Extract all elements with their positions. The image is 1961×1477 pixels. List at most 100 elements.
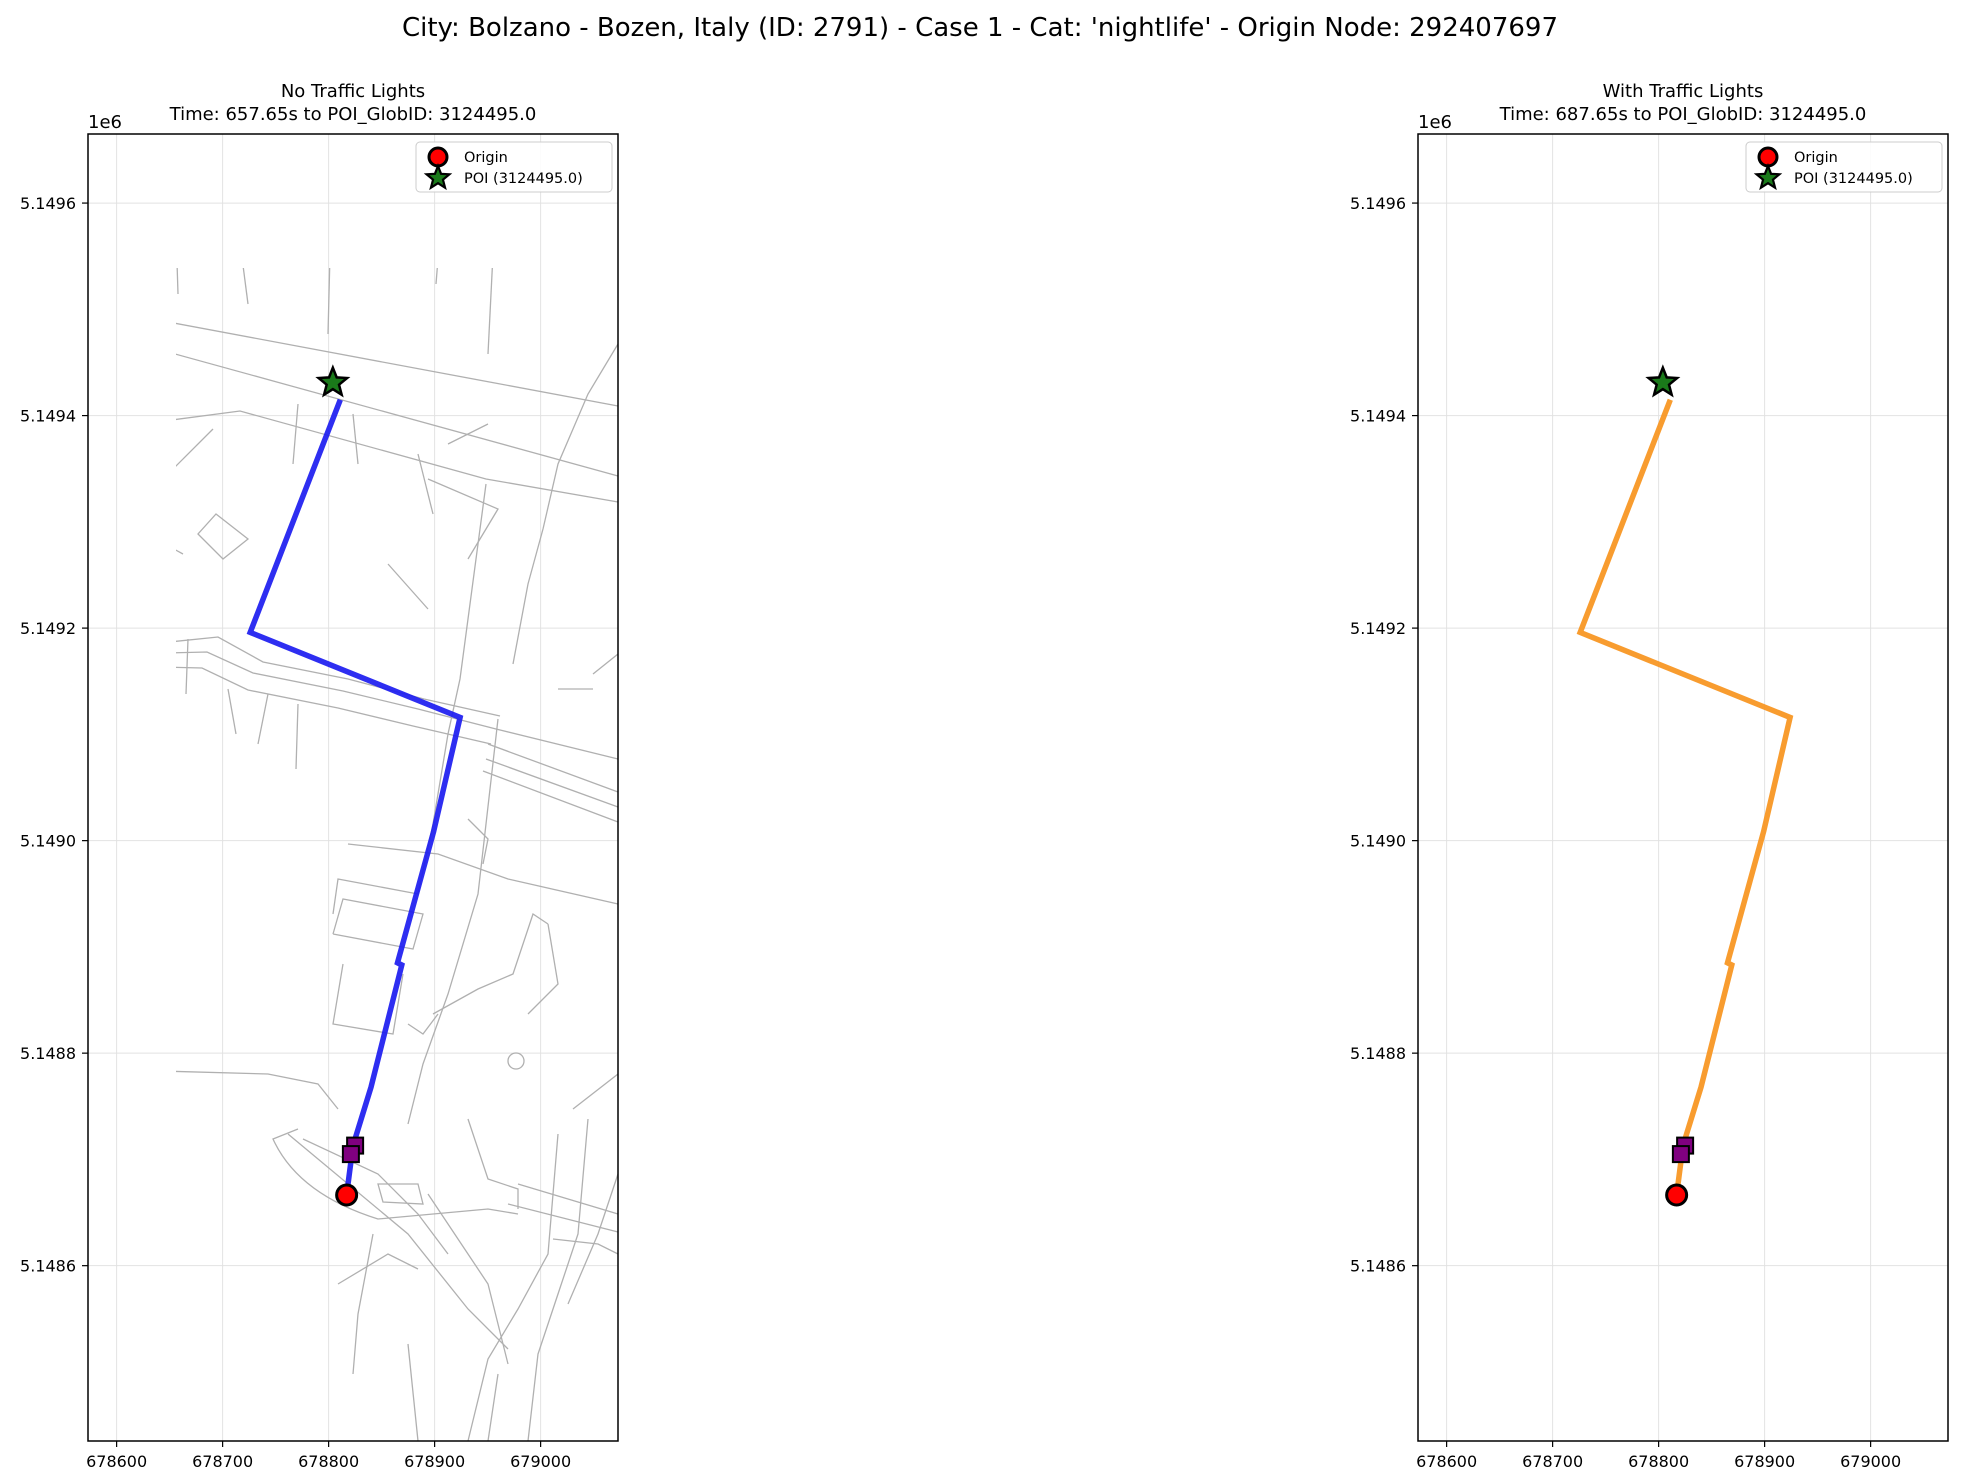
- right-y-tick-label: 5.1496: [1350, 194, 1406, 213]
- street-segment: [1418, 573, 1830, 716]
- street-segment: [176, 268, 179, 295]
- left-x-tick-label: 678600: [86, 1452, 147, 1471]
- street-segment: [227, 688, 237, 735]
- roundabout: [507, 1052, 525, 1070]
- left-x-tick-label: 678900: [404, 1452, 465, 1471]
- left-legend: Origin POI (3124495.0): [415, 141, 613, 193]
- right-subplot-title-line1: With Traffic Lights: [1603, 81, 1764, 102]
- street-segment: [387, 563, 429, 610]
- street-segment: [1858, 924, 1888, 1014]
- street-segment: [113, 134, 128, 344]
- right-x-tick-label: 678800: [1628, 1452, 1689, 1471]
- left-route-line: [246, 398, 464, 1196]
- street-segment: [1923, 654, 1948, 674]
- street-segment: [527, 923, 559, 1015]
- street-segment: [1503, 134, 1508, 294]
- street-segment: [1488, 429, 1543, 484]
- right-x-tick-label: 678900: [1734, 1452, 1795, 1471]
- street-segment: [1758, 479, 1828, 559]
- right-y-tick-label: 5.1486: [1350, 1257, 1406, 1276]
- left-legend-box: [415, 141, 613, 193]
- street-segment: [1798, 1119, 1848, 1209]
- street-segment: [1633, 134, 1643, 254]
- street-segment: [572, 1073, 619, 1110]
- street-segment: [1418, 1069, 1668, 1109]
- left-y-tick-label: 5.1490: [20, 832, 76, 851]
- street-segment: [1663, 879, 1748, 914]
- left-node-square-marker: [341, 1145, 360, 1164]
- street-segment: [1443, 134, 1458, 344]
- street-segment: [242, 268, 249, 305]
- street-segment: [1903, 1074, 1948, 1109]
- right-subplot-title-line2: Time: 687.65s to POI_GlobID: 3124495.0: [1499, 104, 1867, 125]
- street-segment: [1848, 1184, 1948, 1214]
- right-legend-label: Origin: [1794, 150, 1838, 166]
- left-origin-marker: [335, 1183, 359, 1207]
- street-segment: [332, 878, 419, 915]
- street-segment: [1418, 494, 1498, 554]
- street-segment: [88, 494, 168, 554]
- street-segment: [1418, 411, 1948, 502]
- street-segment: [176, 428, 214, 467]
- street-segment: [517, 1183, 619, 1215]
- right-legend-label: POI (3124495.0): [1794, 171, 1913, 187]
- street-segment: [176, 353, 619, 477]
- right-y-tick-label: 5.1494: [1350, 407, 1406, 426]
- street-segment: [176, 636, 501, 717]
- street-segment: [1798, 1134, 1888, 1441]
- street-segment: [1858, 1119, 1918, 1441]
- street-segment: [1898, 1174, 1948, 1304]
- street-segment: [185, 638, 189, 695]
- street-segment: [332, 963, 404, 1035]
- street-segment: [1556, 134, 1578, 304]
- street-segment: [292, 403, 299, 465]
- left-x-tick-label: 678800: [298, 1452, 359, 1471]
- street-segment: [1818, 1374, 1828, 1441]
- street-segment: [88, 394, 168, 409]
- street-segment: [427, 478, 499, 560]
- left-y-tick-label: 5.1496: [20, 194, 76, 213]
- street-segment: [176, 549, 184, 555]
- street-segment: [327, 268, 331, 335]
- street-segment: [1748, 484, 1816, 894]
- street-segment: [352, 1233, 374, 1375]
- street-segment: [467, 818, 489, 865]
- street-segment: [527, 1118, 589, 1442]
- right-poi-marker: [1645, 364, 1681, 398]
- street-segment: [407, 1343, 419, 1442]
- right-origin-marker: [1665, 1183, 1689, 1207]
- left-legend-label: POI (3124495.0): [464, 171, 583, 187]
- street-segment: [1813, 771, 1948, 822]
- left-x-tick-label: 678700: [192, 1452, 253, 1471]
- right-x-tick-label: 678600: [1416, 1452, 1477, 1471]
- street-segment: [1516, 639, 1518, 694]
- street-segment: [332, 898, 424, 950]
- left-y-tick-label: 5.1494: [20, 407, 76, 426]
- street-segment: [352, 413, 359, 465]
- street-segment: [176, 410, 619, 503]
- street-segment: [1683, 1234, 1703, 1374]
- street-segment: [1588, 694, 1598, 744]
- right-street-network: [1418, 134, 1948, 1441]
- street-segment: [487, 1373, 499, 1442]
- street-segment: [287, 1133, 509, 1350]
- street-segment: [1418, 307, 1948, 406]
- street-segment: [337, 1253, 419, 1285]
- street-segment: [1453, 604, 1501, 679]
- right-y-tick-label: 5.1488: [1350, 1044, 1406, 1063]
- street-segment: [176, 651, 619, 760]
- street-segment: [487, 268, 493, 355]
- street-segment: [552, 1238, 619, 1255]
- street-segment: [1626, 704, 1628, 769]
- street-segment: [176, 1070, 339, 1110]
- street-segment: [1738, 1014, 1768, 1034]
- street-segment: [1738, 1344, 1748, 1441]
- street-segment: [123, 604, 171, 679]
- left-street-network: [88, 134, 619, 1442]
- street-segment: [88, 474, 158, 514]
- street-segment: [485, 758, 619, 808]
- left-subplot-title-line2: Time: 657.65s to POI_GlobID: 3124495.0: [169, 104, 537, 125]
- street-segment: [1738, 719, 1828, 1124]
- left-subplot: No Traffic Lights Time: 657.65s to POI_G…: [20, 81, 619, 1471]
- street-segment: [592, 653, 619, 675]
